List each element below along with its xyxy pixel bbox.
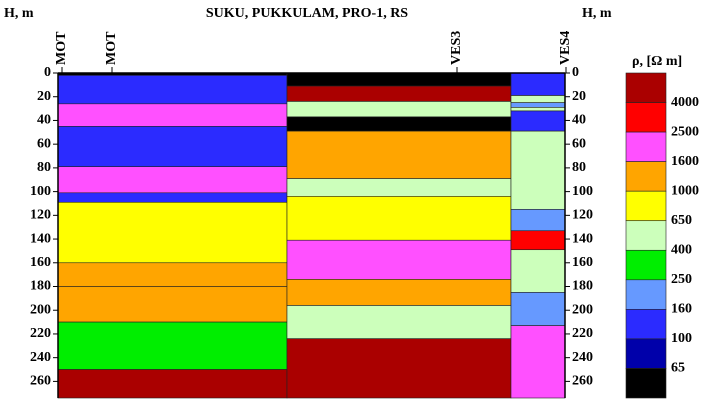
layer (286, 239, 512, 280)
layer (286, 130, 512, 179)
layer (510, 209, 566, 232)
layer (57, 126, 288, 168)
layer (510, 102, 566, 108)
y-tick-label: 260 (572, 374, 593, 389)
station-label: MOT (104, 31, 119, 65)
legend-swatch (625, 309, 667, 340)
legend-label: 250 (671, 272, 692, 287)
legend-swatch (625, 368, 667, 399)
layer (286, 178, 512, 197)
layer (57, 321, 288, 370)
y-tick-label: 220 (30, 326, 51, 341)
layer (510, 325, 566, 399)
y-tick-label: 240 (30, 350, 51, 365)
station-label: MOT (54, 31, 69, 65)
y-axis-label: H, m (4, 6, 34, 21)
y-tick-label: 260 (30, 374, 51, 389)
layer (286, 85, 512, 102)
legend-label: 2500 (671, 124, 699, 139)
layer (57, 369, 288, 399)
y-tick-label: 0 (44, 65, 51, 80)
y-tick-label: 60 (572, 136, 586, 151)
layer (286, 279, 512, 306)
legend-swatch (625, 190, 667, 222)
legend-label: 400 (671, 242, 692, 257)
layer (510, 230, 566, 251)
y-tick-label: 100 (30, 184, 51, 199)
layer (57, 103, 288, 127)
y-tick-label: 120 (572, 208, 593, 223)
y-tick-label: 180 (572, 279, 593, 294)
chart-title: SUKU, PUKKULAM, PRO-1, RS (206, 6, 408, 21)
legend-label: 65 (671, 361, 685, 376)
y-tick-label: 220 (572, 326, 593, 341)
layer (510, 130, 566, 210)
y-tick-label: 200 (30, 302, 51, 317)
legend-label: 100 (671, 331, 692, 346)
y-tick-label: 180 (30, 279, 51, 294)
layer (510, 292, 566, 326)
legend-swatch (625, 102, 667, 133)
legend-label: 650 (671, 213, 692, 228)
legend-swatch (625, 131, 667, 162)
y-tick-label: 240 (572, 350, 593, 365)
layer (286, 338, 512, 399)
station-label: VES4 (558, 31, 573, 65)
layer (510, 110, 566, 132)
station-label: VES3 (449, 31, 464, 65)
layer (286, 72, 512, 87)
legend-label: 1600 (671, 154, 699, 169)
layer (286, 305, 512, 339)
layer (57, 166, 288, 194)
legend-swatch (625, 338, 667, 369)
y-tick-label: 100 (572, 184, 593, 199)
legend-swatch (625, 220, 667, 251)
y-axis-label: H, m (582, 6, 612, 21)
legend-label: 160 (671, 302, 692, 317)
layer (510, 72, 566, 96)
layer (286, 116, 512, 132)
y-tick-label: 120 (30, 208, 51, 223)
y-tick-label: 200 (572, 302, 593, 317)
legend-title: ρ, [Ω m] (632, 54, 682, 69)
legend-swatch (625, 279, 667, 310)
legend-label: 4000 (671, 95, 699, 110)
y-tick-label: 20 (572, 89, 586, 104)
y-tick-label: 20 (37, 89, 51, 104)
y-tick-label: 80 (572, 160, 586, 175)
y-tick-label: 160 (572, 255, 593, 270)
layer (510, 95, 566, 103)
layer (57, 192, 288, 203)
layer (57, 201, 288, 264)
legend-label: 1000 (671, 183, 699, 198)
legend-swatch (625, 72, 667, 103)
layer (57, 75, 288, 105)
y-tick-label: 0 (572, 65, 579, 80)
y-tick-label: 40 (37, 113, 51, 128)
layer (286, 101, 512, 118)
layer (57, 286, 288, 323)
y-tick-label: 140 (30, 231, 51, 246)
layer (286, 196, 512, 241)
legend-swatch (625, 161, 667, 192)
y-tick-label: 80 (37, 160, 51, 175)
y-tick-label: 160 (30, 255, 51, 270)
y-tick-label: 40 (572, 113, 586, 128)
legend-swatch (625, 249, 667, 281)
layer (57, 262, 288, 287)
layer (510, 249, 566, 293)
y-tick-label: 140 (572, 231, 593, 246)
y-tick-label: 60 (37, 136, 51, 151)
layer (510, 107, 566, 112)
